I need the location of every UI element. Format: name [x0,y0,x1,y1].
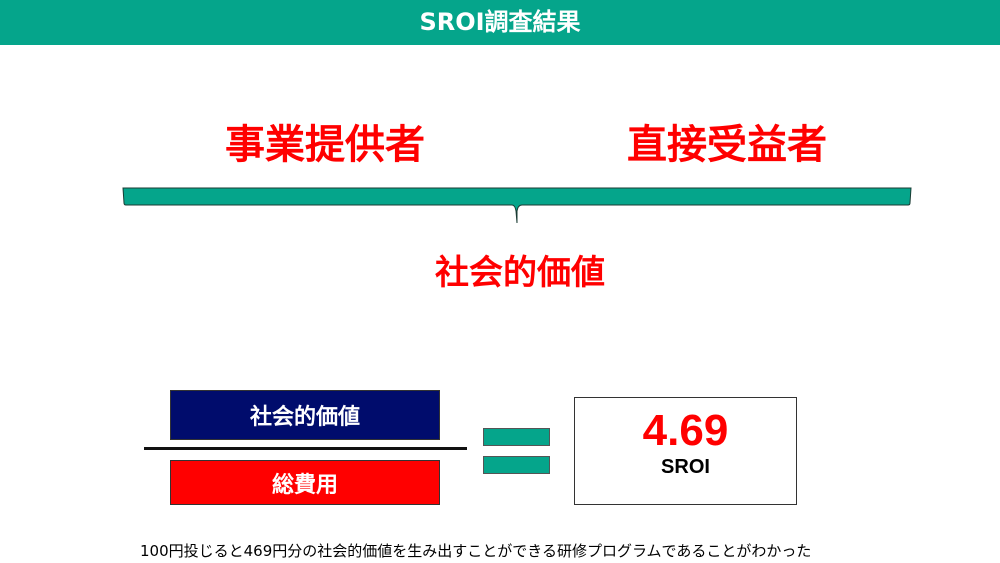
social-value-label: 社会的価値 [435,253,605,293]
stakeholder-beneficiary: 直接受益者 [627,122,827,168]
page-title: SROI調査結果 [419,8,581,36]
sroi-label: SROI [661,456,710,478]
caption: 100円投じると469円分の社会的価値を生み出すことができる研修プログラムである… [140,542,812,560]
equals-bar-bottom [483,456,550,474]
stakeholder-provider: 事業提供者 [225,122,425,168]
numerator-box: 社会的価値 [170,390,440,440]
result-box: 4.69 SROI [574,397,797,505]
sroi-value: 4.69 [642,406,729,455]
denominator-box: 総費用 [170,460,440,505]
equals-bar-top [483,428,550,446]
header-bar [0,0,1000,45]
brace-shape [122,187,912,224]
fraction-line [144,447,467,450]
